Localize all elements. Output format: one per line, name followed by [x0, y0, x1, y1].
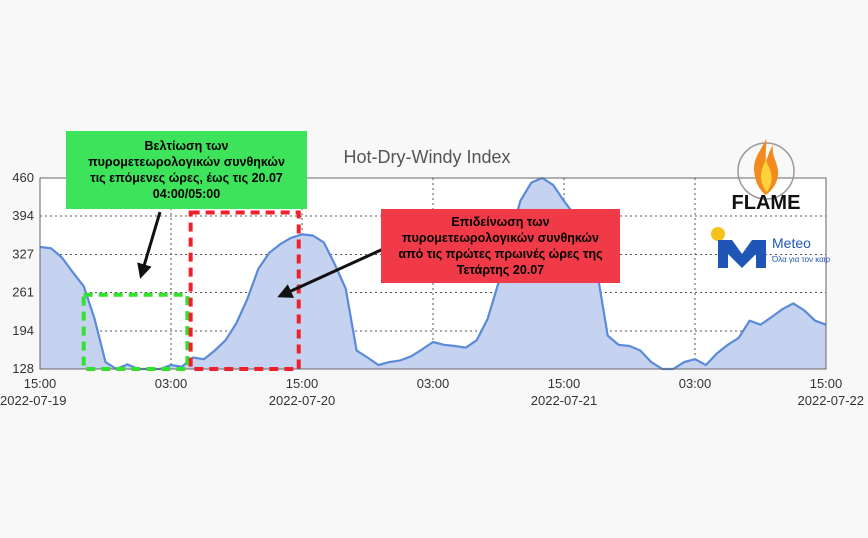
meteo-logo-tagline: Όλα για τον καιρό: [771, 255, 830, 264]
improvement-callout-line-3: τις επόμενες ώρες, έως τις 20.07: [90, 171, 283, 185]
x-tick-date-label: 2022-07-22: [798, 393, 865, 408]
improvement-callout: Βελτίωση των πυρομετεωρολογικών συνθηκών…: [66, 131, 307, 209]
improvement-callout-line-2: πυρομετεωρολογικών συνθηκών: [88, 155, 285, 169]
deterioration-window-box: [188, 210, 301, 371]
x-tick-date-label: 2022-07-19: [0, 393, 67, 408]
improvement-arrow: [137, 211, 162, 279]
y-tick-label: 194: [12, 323, 34, 338]
series-line: [39, 176, 827, 371]
flame-logo: FLAME: [732, 139, 801, 214]
deterioration-callout-line-4: Τετάρτης 20.07: [456, 263, 545, 277]
x-tick-date-label: 2022-07-21: [531, 393, 598, 408]
x-tick-time-label: 15:00: [24, 376, 57, 391]
y-tick-label: 394: [12, 208, 34, 223]
y-tick-label: 460: [12, 170, 34, 185]
x-tick-date-label: 2022-07-20: [269, 393, 336, 408]
x-tick-time-label: 15:00: [810, 376, 843, 391]
improvement-callout-line-1: Βελτίωση των: [144, 139, 229, 153]
series-area: [40, 178, 826, 369]
y-tick-label: 261: [12, 284, 34, 299]
meteo-logo: Meteo Όλα για τον καιρό: [711, 227, 830, 268]
meteo-logo-text: Meteo: [772, 235, 811, 251]
x-tick-time-label: 03:00: [155, 376, 188, 391]
improvement-callout-line-4: 04:00/05:00: [152, 187, 221, 201]
y-tick-label: 128: [12, 361, 34, 376]
flame-logo-text: FLAME: [732, 192, 801, 214]
chart-title: Hot-Dry-Windy Index: [343, 147, 510, 167]
deterioration-arrow: [277, 243, 393, 298]
x-tick-time-label: 03:00: [417, 376, 450, 391]
plot-frame: [39, 177, 827, 370]
x-tick-time-label: 03:00: [679, 376, 712, 391]
improvement-window-box: [81, 292, 190, 371]
deterioration-callout-line-2: πυρομετεωρολογικών συνθηκών: [402, 231, 599, 245]
deterioration-callout-line-1: Επιδείνωση των: [451, 215, 550, 229]
x-tick-time-label: 15:00: [548, 376, 581, 391]
deterioration-callout: Επιδείνωση των πυρομετεωρολογικών συνθηκ…: [381, 209, 620, 283]
deterioration-callout-line-3: από τις πρώτες πρωινές ώρες της: [398, 247, 603, 261]
x-tick-time-label: 15:00: [286, 376, 319, 391]
y-tick-label: 327: [12, 247, 34, 262]
